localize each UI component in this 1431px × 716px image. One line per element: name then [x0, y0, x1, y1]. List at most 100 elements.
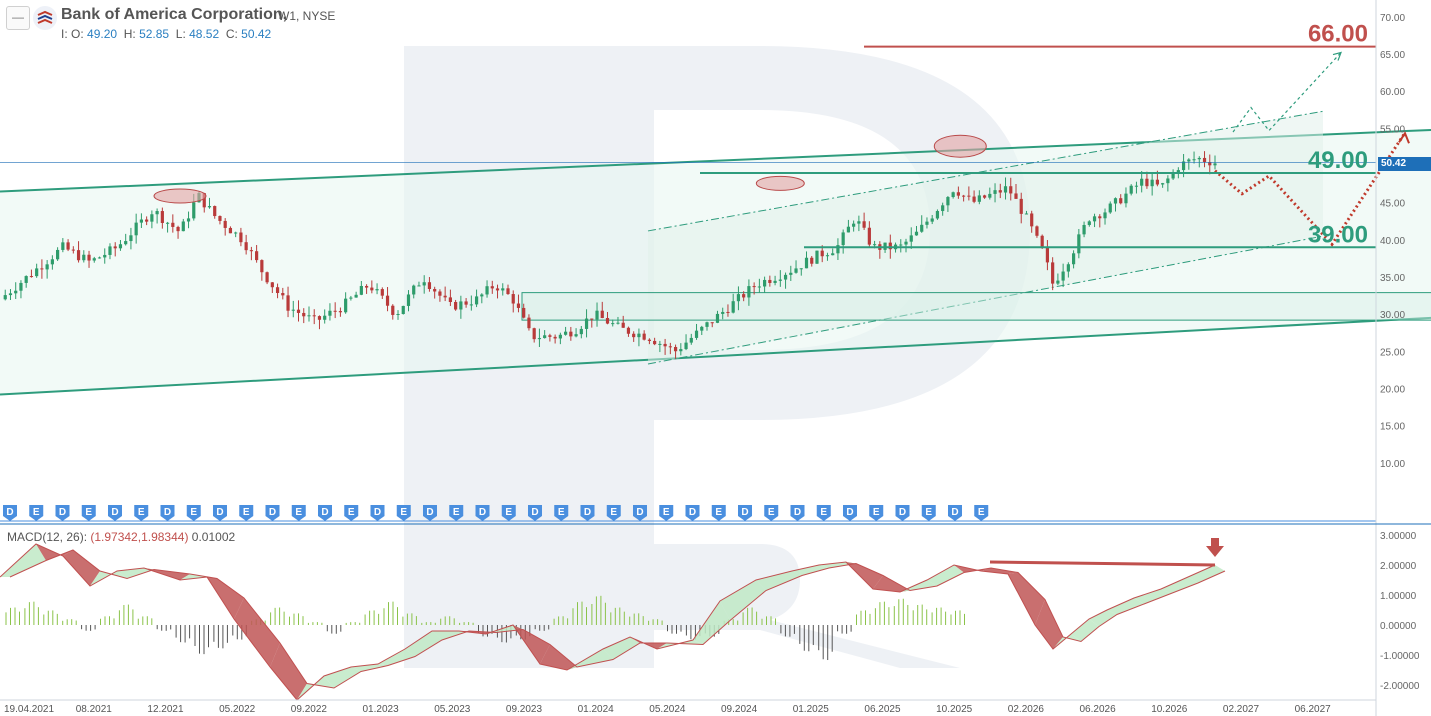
candle-body — [1014, 193, 1018, 199]
macd-fill-segment — [432, 631, 469, 640]
macd-watermark — [654, 544, 960, 668]
macd-fill-segment — [756, 571, 802, 591]
macd-fill-segment — [1134, 589, 1171, 604]
candle-body — [506, 288, 510, 295]
open-label: I: O: — [61, 27, 84, 41]
price-tick-label: 70.00 — [1380, 13, 1405, 24]
macd-tick-label: 2.00000 — [1380, 561, 1417, 572]
price-tick-label: 55.00 — [1380, 124, 1405, 135]
candle-body — [789, 272, 793, 275]
time-tick-label: 06.2025 — [864, 704, 901, 715]
candle-body — [621, 322, 625, 328]
candle-body — [527, 317, 531, 329]
candle-body — [663, 343, 667, 347]
highlight-ellipse — [153, 188, 207, 204]
candle-body — [920, 224, 924, 232]
candle-body — [1113, 198, 1118, 204]
candle-body — [234, 232, 238, 234]
event-marker-label: E — [348, 507, 355, 518]
event-marker — [396, 505, 411, 521]
candle-body — [569, 331, 573, 337]
macd-panel — [0, 538, 1226, 701]
candle-body — [653, 340, 657, 345]
candle-body — [988, 193, 992, 198]
event-marker — [3, 505, 17, 521]
event-marker — [685, 505, 700, 521]
high-label: H: — [123, 27, 136, 41]
candle-body — [412, 285, 416, 295]
highlight-ellipse — [755, 175, 805, 191]
candle-body — [359, 285, 363, 295]
event-marker-label: E — [715, 507, 722, 518]
macd-tick-label: 0.00000 — [1380, 621, 1417, 632]
macd-fill-segment — [873, 575, 910, 592]
event-marker — [449, 505, 464, 521]
candle-body — [962, 195, 966, 197]
price-tick-label: 25.00 — [1380, 347, 1405, 358]
candle-body — [977, 195, 981, 202]
candle-body — [611, 323, 615, 325]
candle-body — [490, 286, 494, 289]
macd-fill-segment — [378, 649, 415, 666]
candle-body — [113, 246, 117, 249]
candle-body — [433, 289, 437, 292]
candle-body — [171, 222, 175, 227]
time-tick-label: 06.2027 — [1295, 704, 1332, 715]
channel-lower-line — [0, 316, 1431, 396]
event-marker — [370, 505, 385, 521]
event-marker — [475, 505, 490, 521]
price-tick-label: 40.00 — [1380, 236, 1405, 247]
candle-body — [485, 286, 489, 295]
candle-body — [338, 311, 343, 313]
inner-channel-lower — [647, 235, 1324, 365]
analysis-overlays — [0, 51, 1410, 247]
macd-fill-segment — [720, 580, 766, 621]
candle-body — [501, 288, 505, 291]
macd-fill-segment — [63, 550, 100, 586]
candle-body — [794, 268, 798, 273]
candle-body — [422, 282, 426, 286]
event-marker — [580, 505, 595, 521]
time-tick-label: 06.2026 — [1080, 704, 1117, 715]
ohlc-readout: I: O: 49.20 H: 52.85 L: 48.52 C: 50.42 — [61, 27, 271, 41]
event-marker-label: D — [479, 507, 486, 518]
candle-body — [1140, 178, 1144, 186]
candle-body — [118, 244, 123, 249]
event-marker — [764, 505, 779, 521]
menu-minus-icon[interactable]: — — [6, 6, 30, 30]
macd-fill-segment — [486, 625, 523, 634]
candle-body — [281, 293, 285, 296]
candle-body — [705, 322, 709, 327]
candle-body — [930, 218, 934, 222]
candle-body — [103, 254, 107, 258]
time-tick-label: 02.2027 — [1223, 704, 1260, 715]
candle-body — [721, 311, 725, 314]
candle-body — [1082, 224, 1086, 235]
event-marker-label: D — [111, 507, 118, 518]
candle-body — [747, 286, 751, 298]
macd-fill-segment — [324, 667, 361, 688]
price-tick-label: 35.00 — [1380, 273, 1405, 284]
candle-body — [982, 195, 987, 198]
candle-body — [160, 211, 164, 223]
event-marker — [948, 505, 962, 521]
down-arrow-icon — [1206, 538, 1224, 557]
time-tick-label: 09.2023 — [506, 704, 543, 715]
event-marker-label: E — [558, 507, 565, 518]
candle-body — [443, 295, 447, 298]
candle-body — [684, 342, 688, 350]
macd-fill-segment — [405, 631, 442, 657]
candle-body — [710, 322, 714, 324]
candle-body — [76, 250, 81, 261]
macd-fill-segment — [297, 676, 334, 700]
candle-body — [24, 276, 28, 283]
candle-body — [857, 221, 861, 224]
candle-body — [935, 211, 940, 219]
event-marker-label: D — [59, 507, 66, 518]
event-marker-label: D — [899, 507, 906, 518]
candle-body — [1124, 193, 1128, 204]
candle-body — [401, 305, 405, 314]
candle-body — [1040, 235, 1044, 248]
candle-body — [773, 280, 777, 283]
candle-body — [464, 301, 468, 305]
